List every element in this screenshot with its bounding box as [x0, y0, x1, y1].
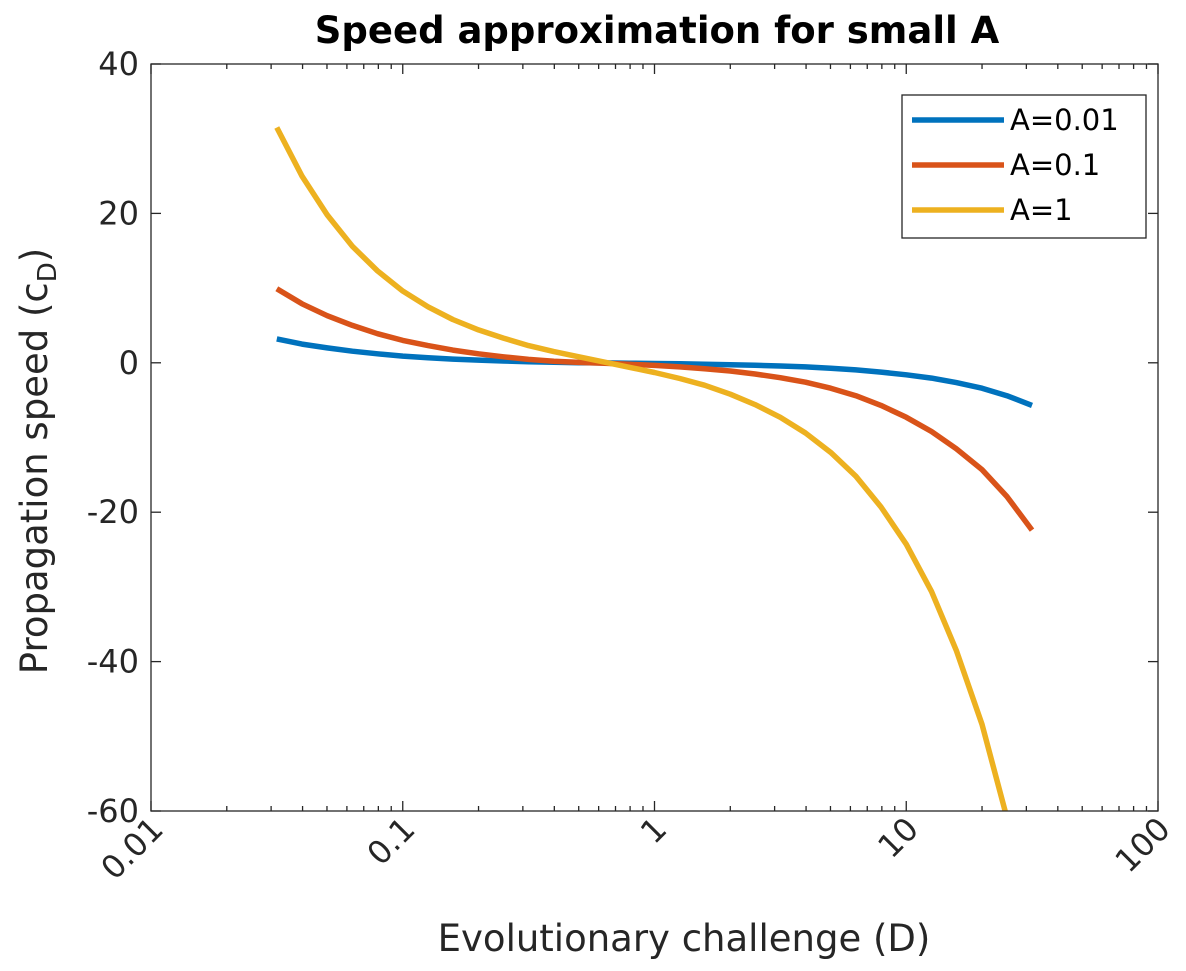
y-tick-labels: -60 -40 -20 0 20 40: [87, 45, 139, 830]
legend-label-3: A=1: [1010, 193, 1073, 227]
x-tick-label: 100: [1108, 810, 1178, 880]
y-axis-label-main: Propagation speed (c: [13, 282, 56, 674]
legend-items: A=0.01 A=0.1 A=1: [912, 103, 1119, 227]
y-tick-label: -60: [87, 792, 139, 830]
x-tick-label: 1: [633, 810, 674, 851]
y-tick-label: 40: [98, 45, 139, 83]
y-axis-label: Propagation speed (cD): [13, 248, 63, 674]
y-tick-label: -40: [87, 643, 139, 681]
y-axis-label-group: Propagation speed (cD): [13, 248, 63, 674]
legend: A=0.01 A=0.1 A=1: [901, 94, 1147, 239]
y-axis-label-subscript: D: [33, 262, 63, 282]
data-series: [274, 126, 1035, 811]
chart-title: Speed approximation for small A: [315, 9, 1000, 52]
series-line-2: [275, 286, 1035, 532]
y-tick-label: 0: [119, 344, 139, 382]
legend-label-1: A=0.01: [1010, 103, 1119, 137]
y-tick-label: -20: [87, 493, 139, 531]
x-tick-label: 10: [870, 810, 926, 866]
x-tick-labels: 0.01 0.1 1 10 100: [93, 810, 1177, 887]
x-axis-label: Evolutionary challenge (D): [438, 917, 931, 960]
y-axis-label-close: ): [13, 248, 56, 262]
y-tick-label: 20: [98, 194, 139, 232]
x-tick-label: 0.1: [360, 810, 423, 873]
legend-label-2: A=0.1: [1010, 148, 1100, 182]
series-line-3: [274, 126, 1008, 811]
plot-area-frame: [150, 63, 1159, 812]
